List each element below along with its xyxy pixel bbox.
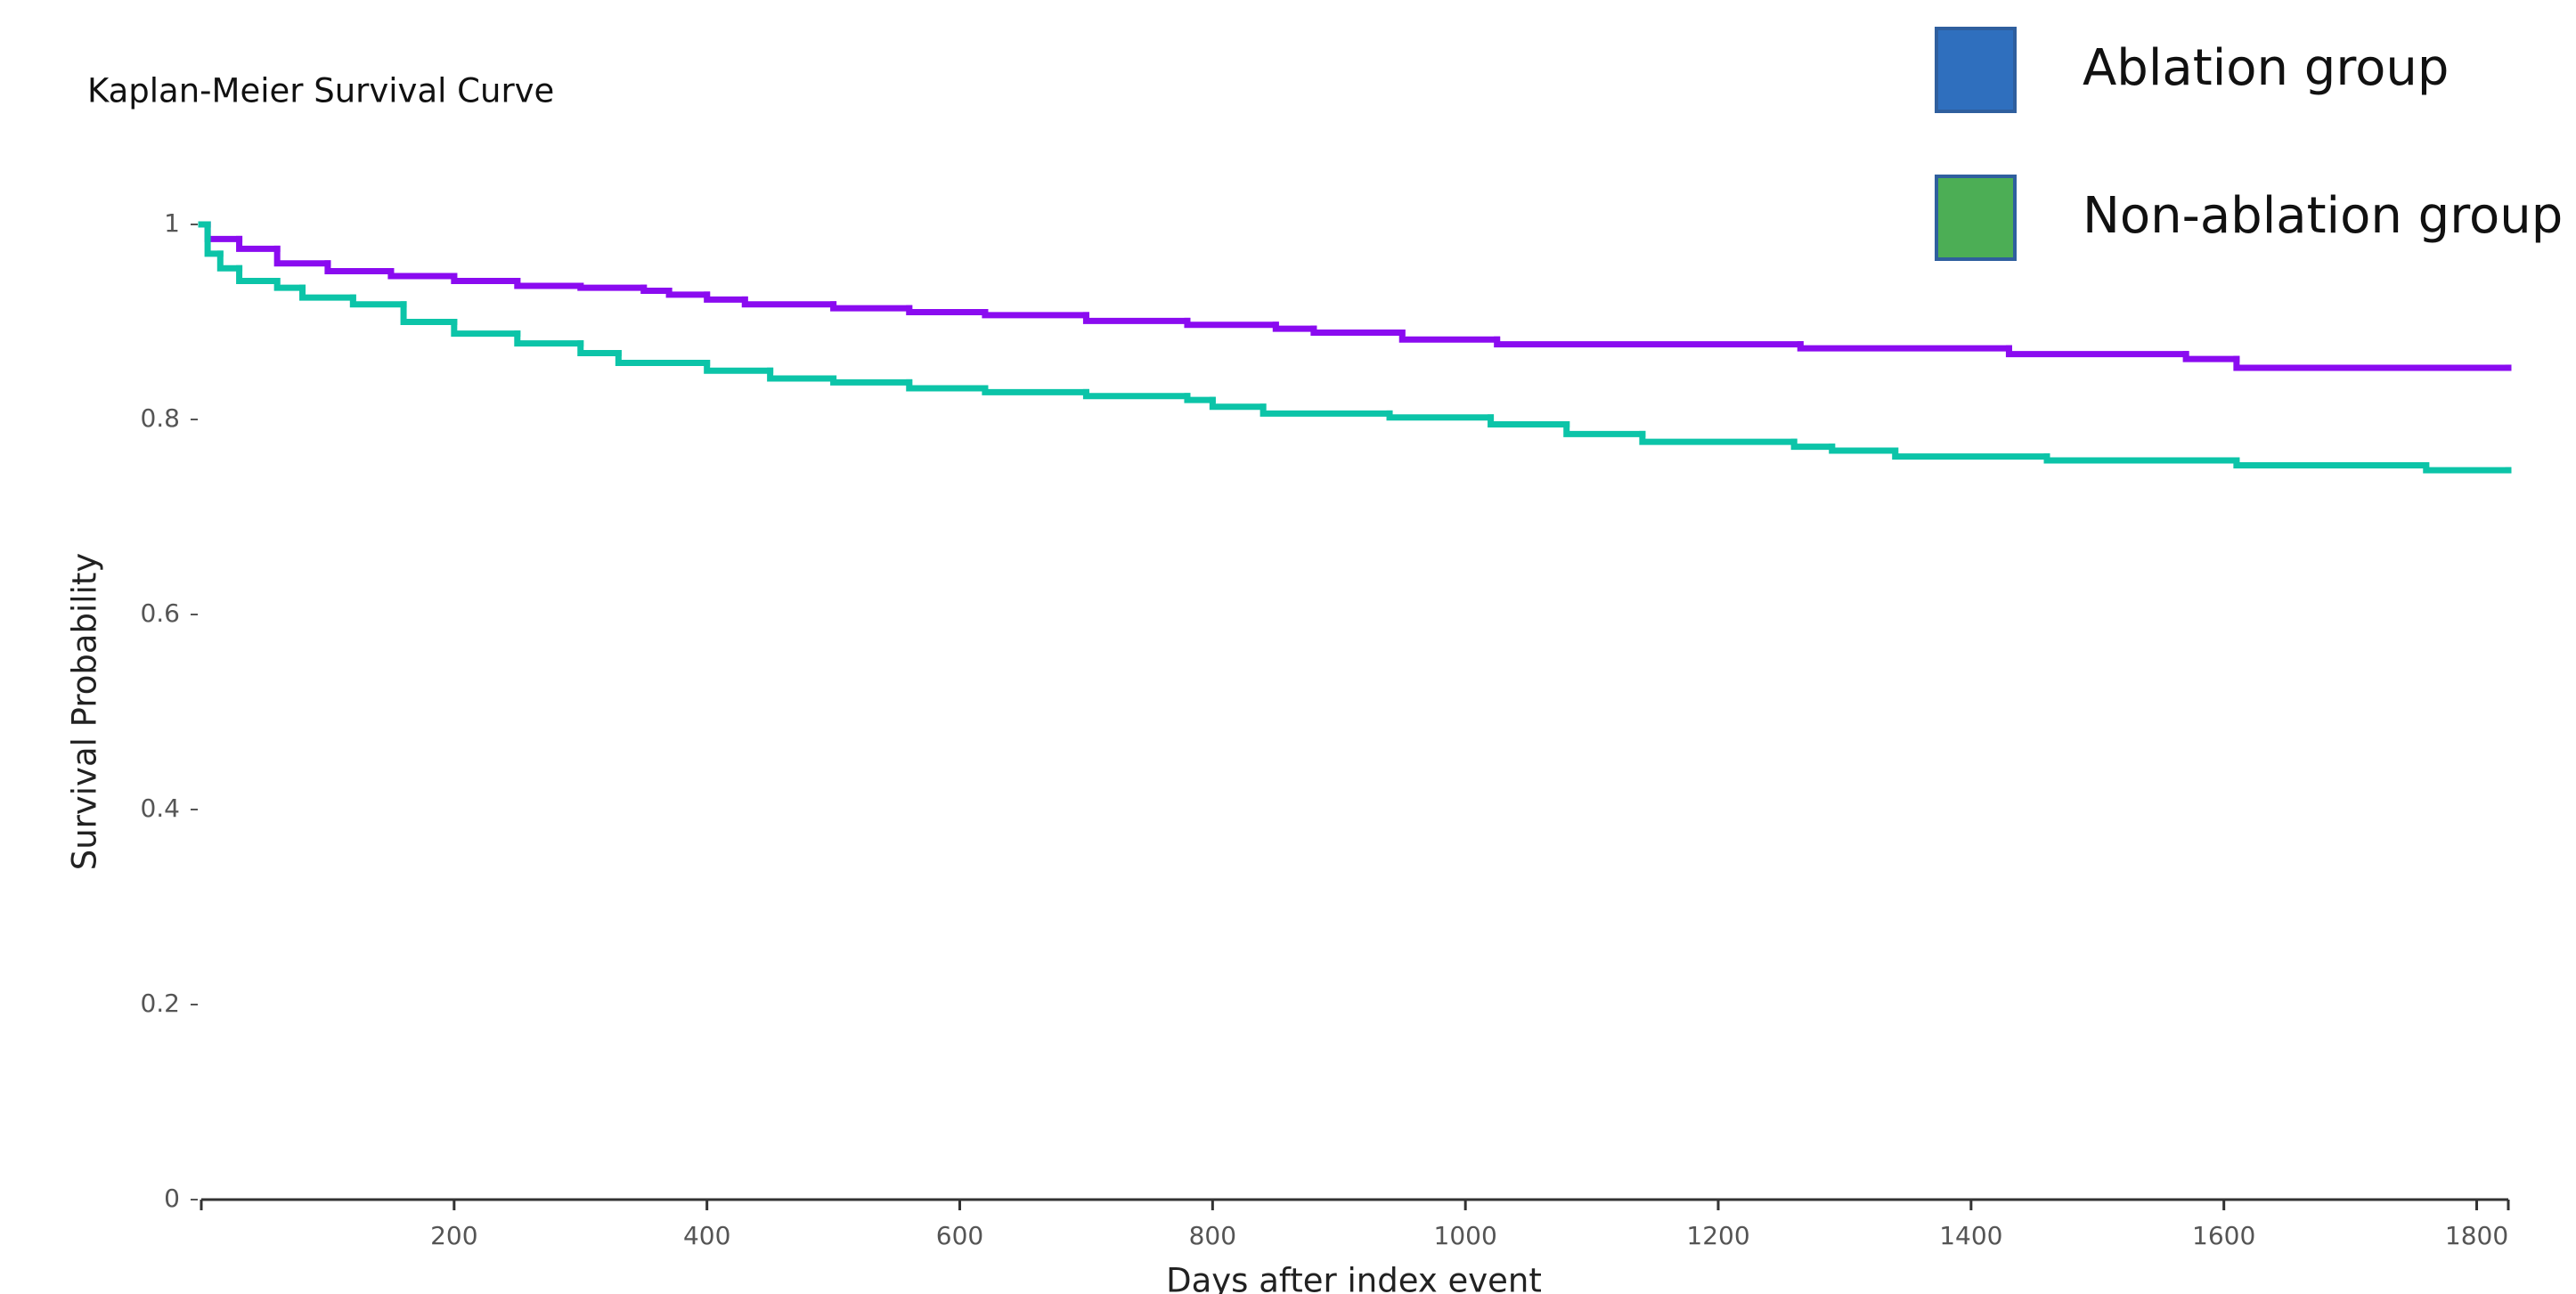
survival-step — [1488, 414, 1570, 427]
survival-step — [906, 378, 989, 392]
survival-step — [2043, 453, 2240, 464]
survival-step — [216, 250, 243, 272]
survival-step — [273, 245, 331, 267]
survival-step — [906, 305, 989, 316]
survival-step — [1494, 336, 1804, 348]
survival-step — [324, 260, 395, 275]
legend-swatch — [1935, 27, 2017, 113]
y-tick-label: 0.6 — [140, 598, 180, 628]
survival-step — [204, 221, 224, 257]
survival-step — [1639, 430, 1797, 445]
survival-step — [349, 294, 407, 308]
x-axis-label: Days after index event — [1166, 1262, 1542, 1294]
x-tick-label: 800 — [1189, 1221, 1236, 1250]
x-tick-label: 1400 — [1939, 1221, 2002, 1250]
survival-step — [514, 278, 584, 289]
survival-step — [577, 282, 648, 291]
survival-step — [1272, 321, 1317, 332]
x-tick-label: 1800 — [2445, 1221, 2508, 1250]
x-tick-label: 200 — [430, 1221, 477, 1250]
survival-step — [1829, 444, 1899, 454]
legend-label: Ablation group — [2083, 39, 2449, 97]
survival-step — [1082, 388, 1191, 400]
survival-step — [451, 319, 521, 338]
chart-title: Kaplan-Meier Survival Curve — [87, 72, 554, 110]
survival-step — [1082, 312, 1191, 324]
survival-step — [830, 301, 913, 312]
legend-label: Non-ablation group — [2083, 187, 2563, 245]
survival-step — [1259, 403, 1393, 417]
survival-step — [615, 350, 711, 366]
survival-step — [387, 268, 458, 280]
survival-step — [1184, 317, 1279, 329]
survival-step — [741, 296, 837, 308]
survival-step — [982, 309, 1089, 319]
survival-step — [2182, 351, 2240, 362]
survival-step — [982, 385, 1089, 395]
survival-step — [1386, 410, 1495, 421]
survival-step — [2005, 345, 2189, 358]
survival-step — [1209, 396, 1267, 411]
survival-step — [1398, 330, 1501, 343]
survival-step — [451, 273, 521, 285]
survival-step — [665, 287, 711, 298]
y-tick-label: 0.2 — [140, 989, 180, 1018]
survival-step — [767, 367, 837, 382]
survival-step — [514, 330, 584, 347]
survival-step — [1790, 438, 1836, 451]
survival-step — [1184, 393, 1216, 403]
survival-step — [236, 235, 281, 252]
survival-step — [204, 221, 243, 242]
legend-swatch — [1935, 175, 2017, 261]
y-tick-label: 0.4 — [140, 793, 180, 823]
survival-step — [2233, 355, 2512, 371]
survival-step — [830, 375, 913, 386]
survival-step — [1892, 447, 2050, 460]
x-tick-label: 1000 — [1434, 1221, 1497, 1250]
survival-step — [299, 284, 356, 301]
y-tick-label: 1 — [164, 208, 180, 238]
survival-step — [1797, 341, 2012, 352]
y-tick-label: 0 — [164, 1184, 180, 1213]
survival-step — [640, 284, 673, 294]
survival-step — [704, 291, 748, 303]
survival-step — [273, 278, 306, 291]
survival-step — [2423, 461, 2512, 474]
survival-step — [236, 264, 281, 285]
x-tick-label: 600 — [936, 1221, 983, 1250]
x-tick-label: 1200 — [1686, 1221, 1749, 1250]
survival-step — [577, 340, 622, 357]
x-tick-label: 400 — [683, 1221, 730, 1250]
survival-step — [1310, 325, 1406, 337]
survival-step — [1563, 420, 1646, 437]
survival-step — [400, 301, 458, 325]
y-axis-label: Survival Probability — [66, 553, 104, 871]
survival-step — [704, 359, 774, 374]
survival-step — [2233, 457, 2430, 468]
x-tick-label: 1600 — [2192, 1221, 2255, 1250]
y-tick-label: 0.8 — [140, 403, 180, 433]
